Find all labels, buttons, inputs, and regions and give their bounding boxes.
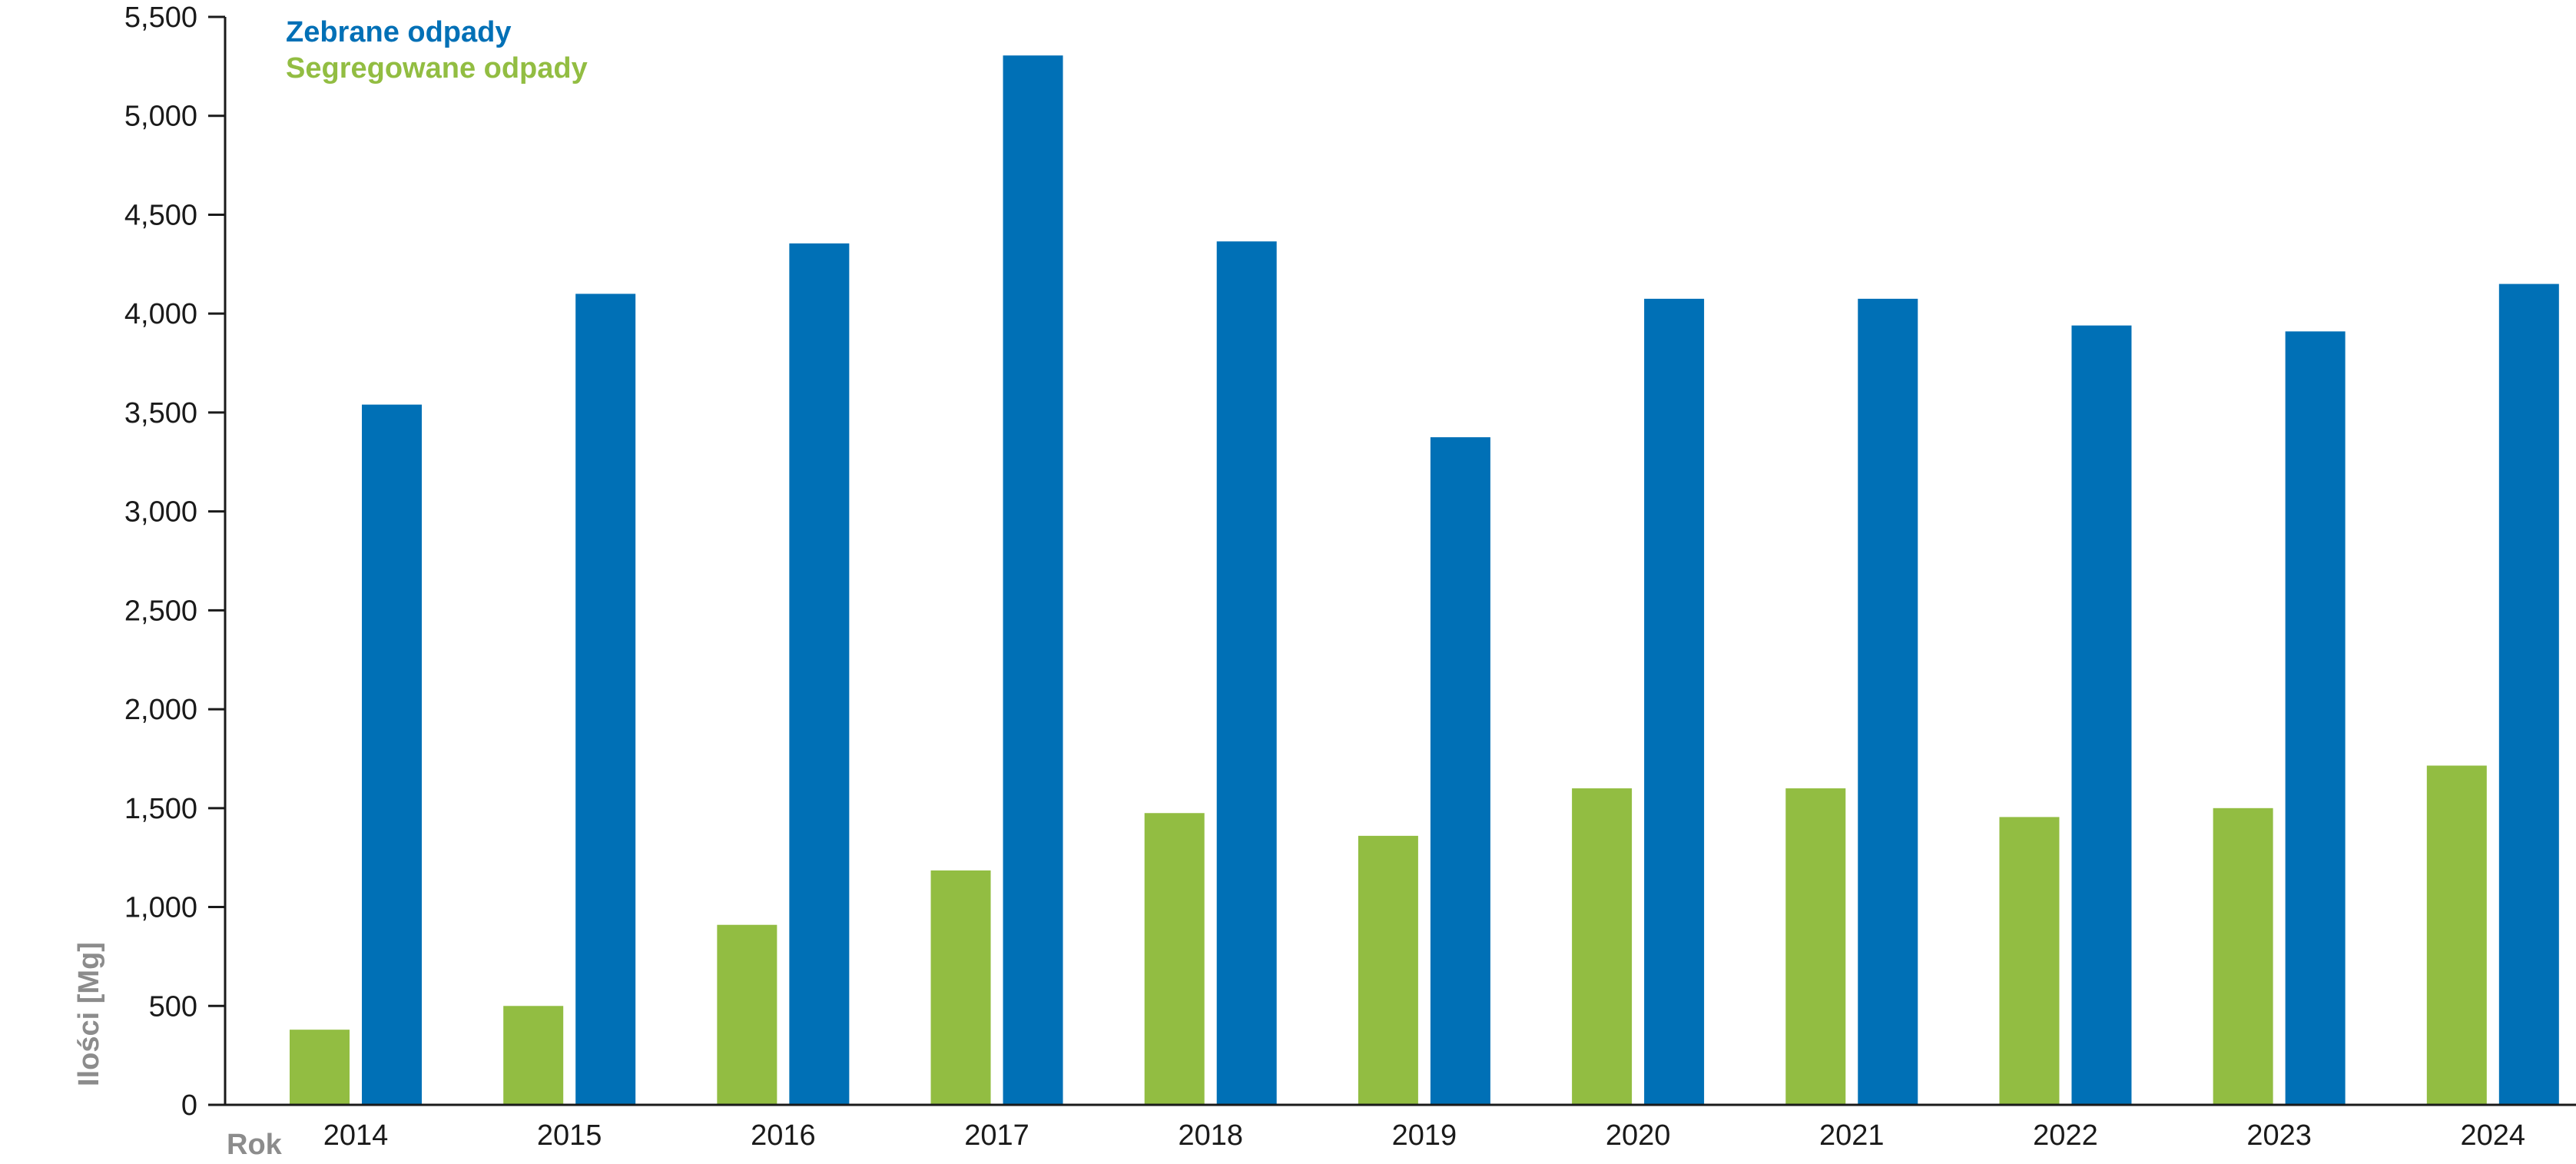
bar-zebrane-2022 <box>2071 325 2132 1105</box>
y-tick-label: 1,000 <box>124 892 197 924</box>
bar-segregowane-2023 <box>2213 808 2273 1105</box>
bar-segregowane-2020 <box>1572 788 1633 1105</box>
bar-zebrane-2023 <box>2285 331 2346 1105</box>
x-tick-label: 2019 <box>1392 1119 1457 1152</box>
x-tick-label: 2017 <box>964 1119 1029 1152</box>
legend-entry-zebrane-odpady: Zebrane odpady <box>286 16 512 48</box>
x-axis-title: Rok <box>227 1129 283 1161</box>
bar-zebrane-2016 <box>789 243 850 1106</box>
bar-zebrane-2014 <box>362 404 422 1105</box>
bar-segregowane-2018 <box>1144 813 1205 1105</box>
bar-zebrane-2015 <box>575 293 636 1105</box>
bar-segregowane-2021 <box>1785 788 1846 1105</box>
y-axis-title: Ilości [Mg] <box>73 942 105 1086</box>
bar-segregowane-2024 <box>2426 765 2487 1105</box>
y-tick-label: 5,000 <box>124 101 197 133</box>
bars <box>290 55 2559 1106</box>
y-tick-label: 3,500 <box>124 397 197 429</box>
bar-zebrane-2018 <box>1216 241 1277 1105</box>
x-axis-tick-labels: 2014 2015 2016 2017 2018 2019 2020 2021 2022 2023… <box>323 1119 2525 1152</box>
x-tick-label: 2020 <box>1606 1119 1671 1152</box>
bar-segregowane-2019 <box>1358 835 1418 1105</box>
x-tick-label: 2016 <box>751 1119 816 1152</box>
y-axis-ticks: 0 500 1,000 1,500 2,000 2,500 3,000 3,500 4,000 4… <box>124 2 225 1122</box>
bar-segregowane-2017 <box>930 870 991 1105</box>
bar-segregowane-2014 <box>290 1030 350 1105</box>
bar-segregowane-2022 <box>1999 817 2060 1105</box>
y-tick-label: 4,000 <box>124 298 197 330</box>
y-tick-label: 2,000 <box>124 694 197 726</box>
bar-zebrane-2020 <box>1644 298 1705 1105</box>
bar-zebrane-2021 <box>1858 298 1918 1105</box>
bar-zebrane-2017 <box>1003 55 1063 1106</box>
y-tick-label: 0 <box>181 1089 197 1122</box>
x-tick-label: 2024 <box>2461 1119 2526 1152</box>
bar-segregowane-2015 <box>503 1006 564 1105</box>
y-tick-label: 500 <box>149 990 197 1023</box>
y-tick-label: 4,500 <box>124 199 197 231</box>
x-tick-label: 2022 <box>2033 1119 2098 1152</box>
y-tick-label: 5,500 <box>124 2 197 34</box>
x-tick-label: 2023 <box>2246 1119 2312 1152</box>
bar-segregowane-2016 <box>717 924 777 1105</box>
x-tick-label: 2021 <box>1819 1119 1885 1152</box>
y-tick-label: 1,500 <box>124 793 197 825</box>
bar-zebrane-2024 <box>2498 284 2559 1106</box>
y-tick-label: 2,500 <box>124 595 197 627</box>
x-tick-label: 2015 <box>537 1119 602 1152</box>
legend: Zebrane odpady Segregowane odpady <box>286 16 588 85</box>
x-tick-label: 2018 <box>1178 1119 1243 1152</box>
x-tick-label: 2014 <box>323 1119 389 1152</box>
legend-entry-segregowane-odpady: Segregowane odpady <box>286 52 588 85</box>
y-tick-label: 3,000 <box>124 496 197 529</box>
bar-zebrane-2019 <box>1430 437 1490 1105</box>
